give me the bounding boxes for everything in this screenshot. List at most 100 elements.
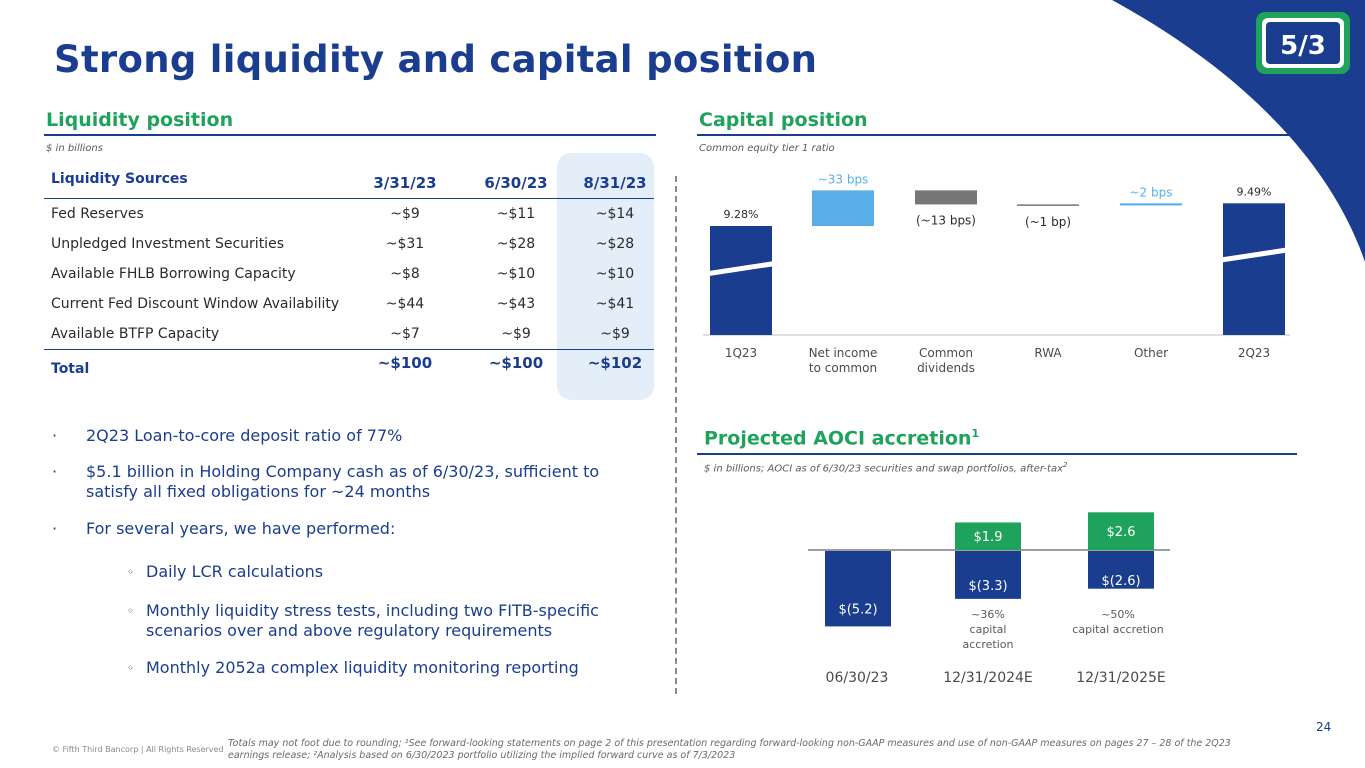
waterfall-bar-Net income to common: [812, 190, 874, 226]
row-value: ~$9: [501, 326, 531, 342]
axis-break: [1220, 247, 1288, 263]
data-label: $2.6: [1107, 525, 1136, 540]
data-label: (~1 bp): [1025, 215, 1071, 229]
bullet-list: · 2Q23 Loan-to-core deposit ratio of 77%…: [52, 426, 652, 678]
aoci-bar-negative: [955, 551, 1021, 599]
aoci-heading-text: Projected AOCI accretion: [704, 427, 972, 450]
footnote: Totals may not foot due to rounding; ¹Se…: [228, 738, 1231, 761]
waterfall-bar-RWA: [1017, 204, 1079, 206]
data-label: 9.28%: [724, 208, 759, 221]
aoci-bar-positive: [955, 522, 1021, 550]
total-value: ~$102: [587, 354, 643, 372]
capital-heading: Capital position: [699, 109, 868, 131]
accretion-annotation: accretion: [963, 638, 1014, 651]
capital-rule: [697, 134, 1308, 136]
data-label: $(5.2): [838, 602, 877, 617]
copyright: © Fifth Third Bancorp | All Rights Reser…: [52, 745, 224, 754]
row-value: ~$28: [595, 236, 635, 252]
liquidity-rule: [44, 134, 656, 136]
category-label: dividends: [917, 361, 975, 375]
category-label: Common: [919, 346, 973, 360]
category-label: RWA: [1034, 346, 1062, 360]
sub-bullet-item: ◦ Monthly liquidity stress tests, includ…: [52, 601, 612, 641]
table-row: Current Fed Discount Window Availability…: [44, 289, 654, 319]
bullet-text: $5.1 billion in Holding Company cash as …: [86, 462, 600, 501]
table-row: Unpledged Investment Securities ~$31 ~$2…: [44, 229, 654, 259]
aoci-subtitle: $ in billions; AOCI as of 6/30/23 securi…: [704, 461, 1067, 474]
category-label: 12/31/2024E: [943, 670, 1033, 686]
bullet-text: For several years, we have performed:: [86, 519, 396, 538]
row-label: Fed Reserves: [51, 206, 144, 222]
row-label: Unpledged Investment Securities: [51, 236, 284, 252]
liquidity-subtitle: $ in billions: [46, 143, 103, 154]
data-label: (~13 bps): [916, 213, 976, 227]
row-value: ~$9: [390, 206, 420, 222]
axis-break: [707, 261, 775, 277]
bullet-item: · 2Q23 Loan-to-core deposit ratio of 77%: [43, 426, 652, 446]
data-label: ~2 bps: [1130, 185, 1173, 199]
table-total-row: Total ~$100 ~$100 ~$102: [44, 349, 654, 385]
waterfall-bar-Common dividends: [915, 190, 977, 205]
category-label: Other: [1134, 346, 1168, 360]
data-label: ~33 bps: [818, 172, 869, 186]
row-value: ~$7: [390, 326, 420, 342]
aoci-bar-negative: [825, 551, 891, 627]
bullet-text: 2Q23 Loan-to-core deposit ratio of 77%: [86, 426, 403, 445]
aoci-heading-footnote: 1: [971, 427, 980, 440]
data-label: 9.49%: [1237, 185, 1272, 198]
category-label: 2Q23: [1238, 346, 1270, 360]
waterfall-bar-1Q23: [710, 226, 772, 335]
accretion-annotation: ~36%: [971, 608, 1005, 621]
sub-bullet-text: Monthly 2052a complex liquidity monitori…: [146, 658, 579, 677]
aoci-subtitle-footnote: 2: [1063, 461, 1068, 469]
bullet-item: · $5.1 billion in Holding Company cash a…: [43, 462, 623, 502]
table-row: Fed Reserves ~$9 ~$11 ~$14: [44, 199, 654, 229]
header-col-2: 6/30/23: [484, 174, 548, 192]
aoci-rule: [697, 453, 1297, 455]
page-number: 24: [1316, 720, 1332, 734]
data-label: $1.9: [974, 530, 1003, 545]
aoci-subtitle-text: $ in billions; AOCI as of 6/30/23 securi…: [704, 463, 1063, 475]
waterfall-bar-Other: [1120, 203, 1182, 206]
total-value: ~$100: [377, 354, 433, 372]
header-col-3: 8/31/23: [583, 174, 647, 192]
row-label: Available BTFP Capacity: [51, 326, 220, 342]
category-label: Net income: [809, 346, 878, 360]
category-label: to common: [809, 361, 877, 375]
row-value: ~$44: [385, 296, 425, 312]
row-value: ~$8: [390, 266, 420, 282]
category-label: 06/30/23: [826, 670, 889, 686]
row-label: Available FHLB Borrowing Capacity: [51, 266, 296, 282]
sub-bullet-text: Monthly liquidity stress tests, includin…: [146, 601, 599, 640]
row-value: ~$9: [600, 326, 630, 342]
total-label: Total: [51, 361, 90, 377]
row-value: ~$14: [595, 206, 635, 222]
header-label: Liquidity Sources: [51, 171, 188, 187]
table-header-row: Liquidity Sources 3/31/23 6/30/23 8/31/2…: [44, 163, 654, 199]
highlight-column: [557, 153, 654, 400]
accretion-annotation: capital accretion: [1072, 623, 1163, 636]
table-row: Available BTFP Capacity ~$7 ~$9 ~$9: [44, 319, 654, 349]
sub-bullet-item: ◦ Monthly 2052a complex liquidity monito…: [52, 658, 652, 678]
data-label: $(2.6): [1101, 574, 1140, 589]
table-row: Available FHLB Borrowing Capacity ~$8 ~$…: [44, 259, 654, 289]
liquidity-heading: Liquidity position: [46, 109, 234, 131]
row-value: ~$43: [496, 296, 536, 312]
category-label: 12/31/2025E: [1076, 670, 1166, 686]
waterfall-bar-2Q23: [1223, 203, 1285, 335]
row-value: ~$10: [595, 266, 635, 282]
row-value: ~$31: [385, 236, 425, 252]
row-value: ~$28: [496, 236, 536, 252]
accretion-annotation: capital: [970, 623, 1007, 636]
row-label: Current Fed Discount Window Availability: [51, 296, 340, 312]
page-title: Strong liquidity and capital position: [54, 38, 818, 81]
section-divider: [675, 176, 677, 694]
row-value: ~$41: [595, 296, 635, 312]
sub-bullet-item: ◦ Daily LCR calculations: [52, 562, 652, 582]
data-label: $(3.3): [968, 579, 1007, 594]
total-value: ~$100: [488, 354, 544, 372]
row-value: ~$11: [496, 206, 536, 222]
capital-subtitle: Common equity tier 1 ratio: [699, 143, 835, 154]
